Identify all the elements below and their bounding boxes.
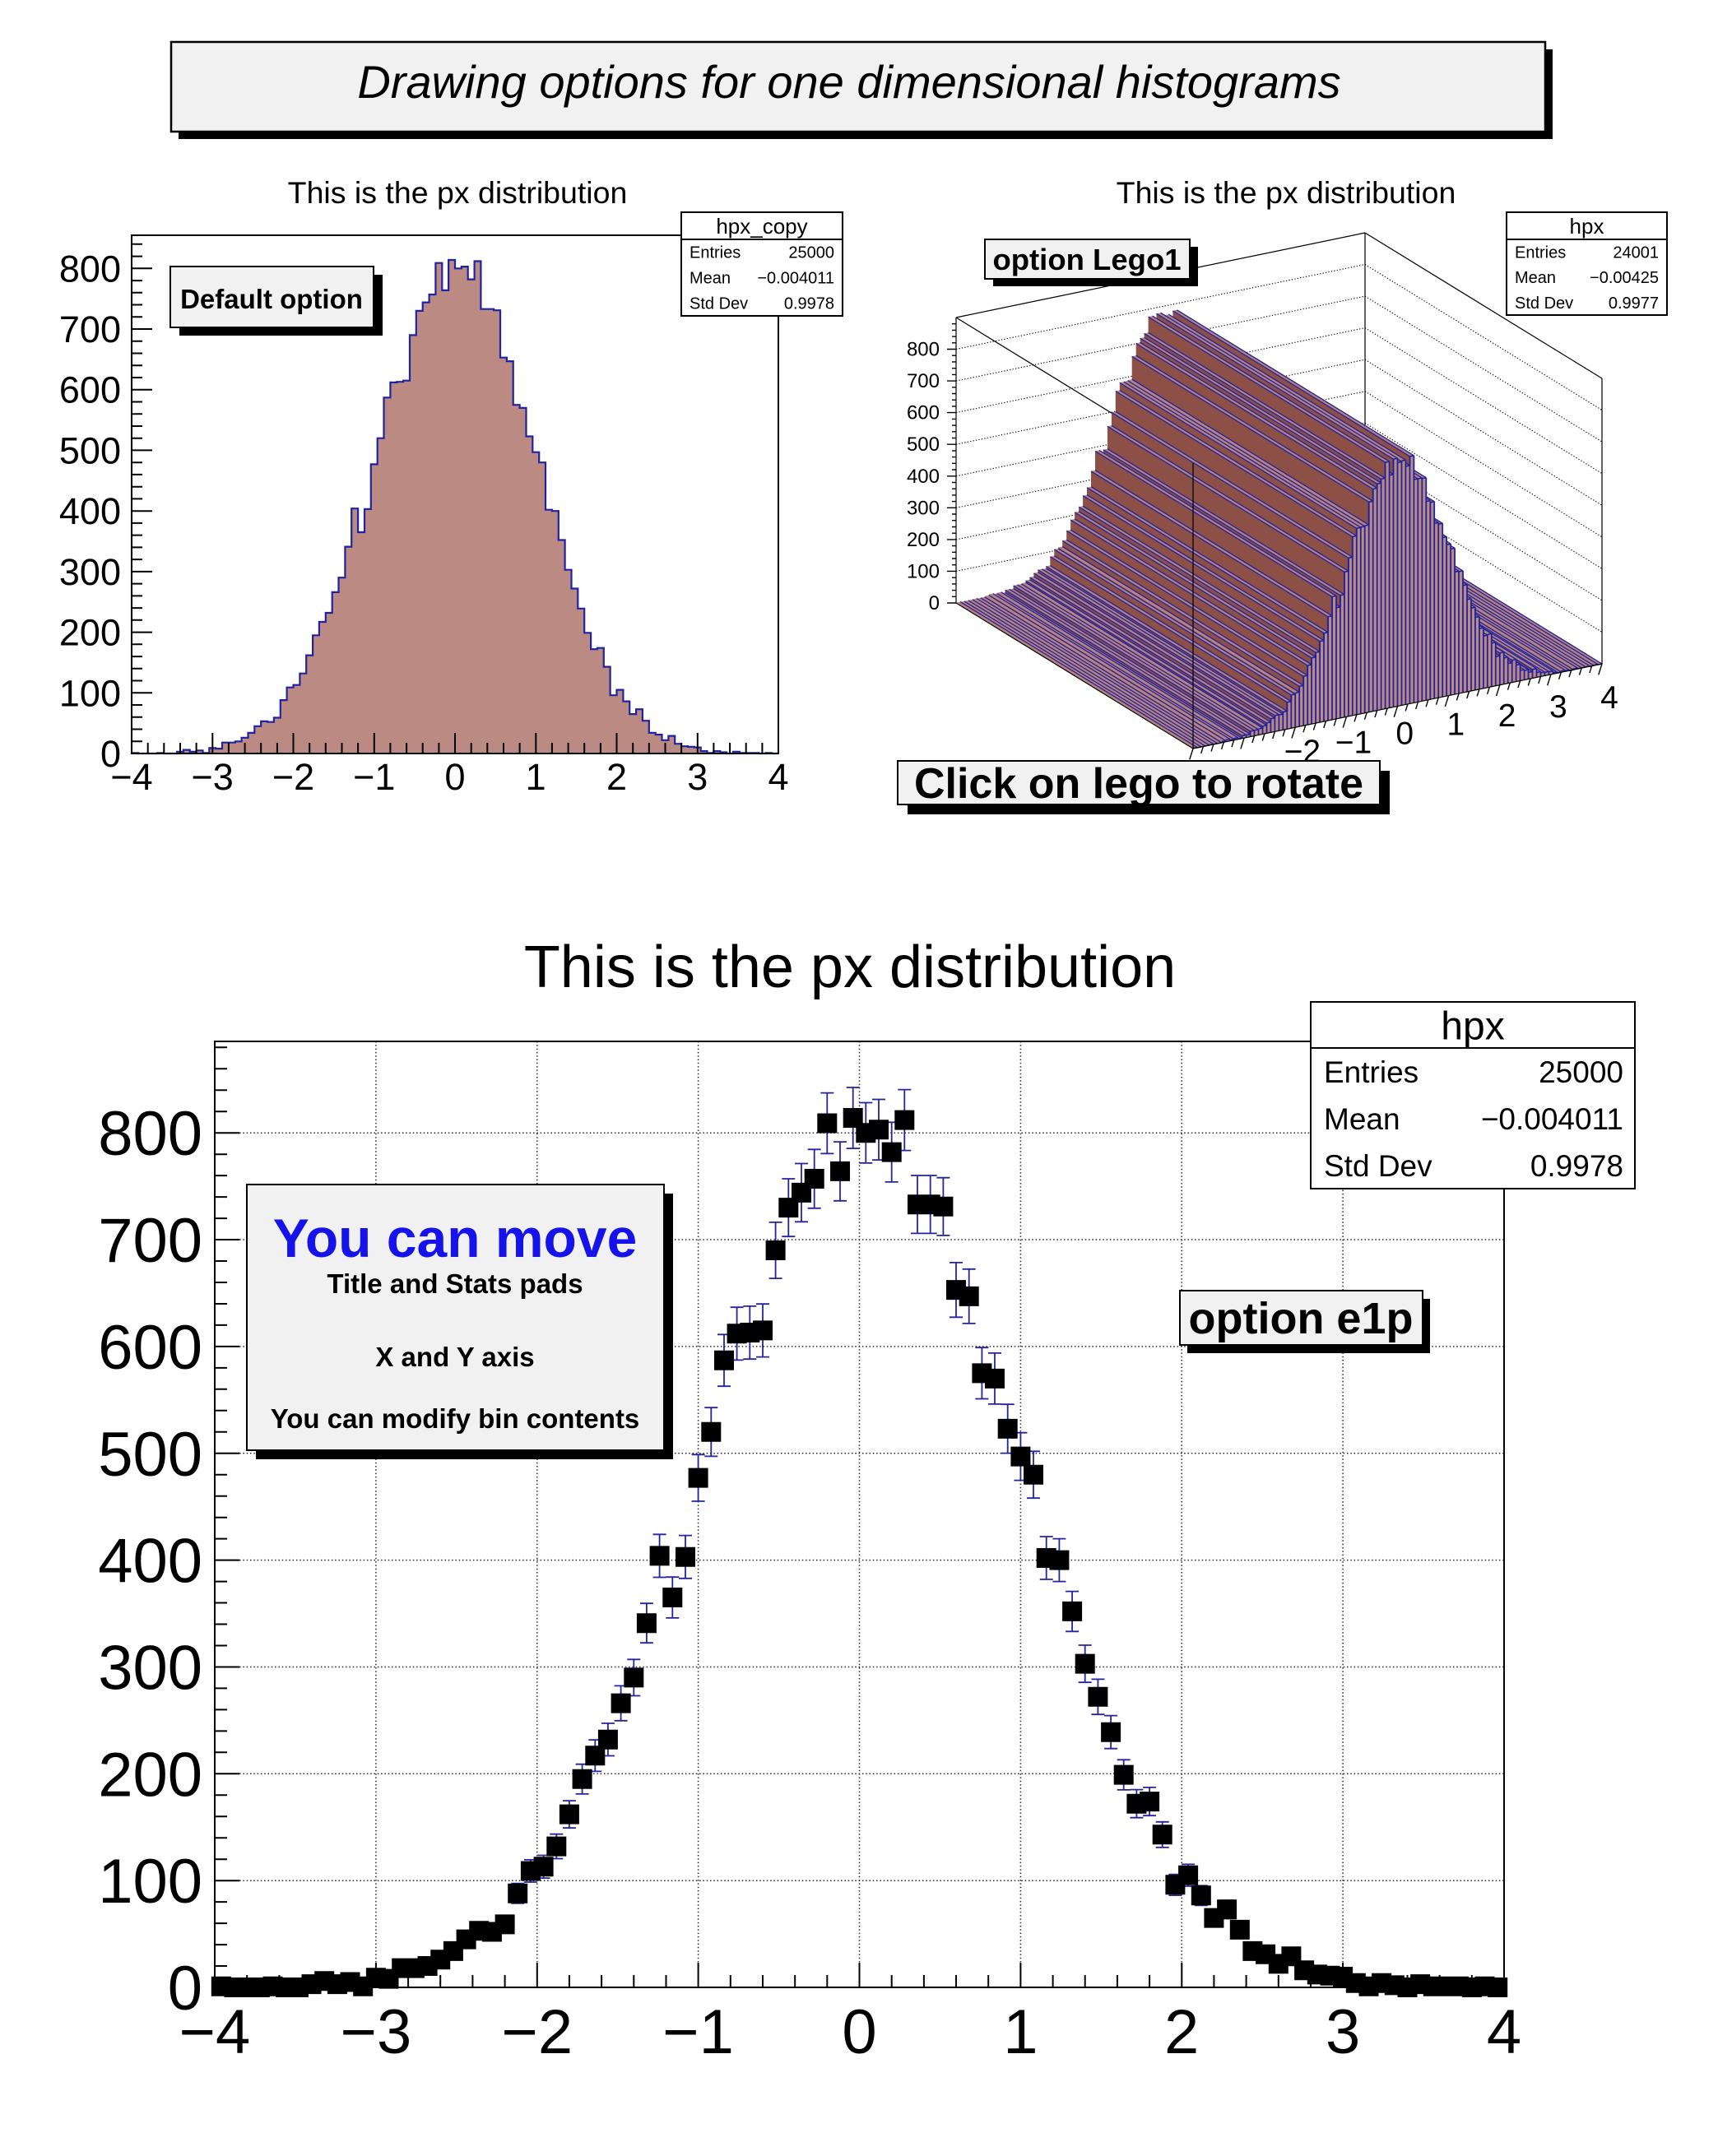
svg-text:800: 800 [98, 1099, 202, 1169]
svg-text:You can move: You can move [273, 1208, 638, 1268]
svg-text:2: 2 [1498, 698, 1516, 734]
svg-text:200: 200 [59, 612, 121, 654]
svg-text:This is the px distribution: This is the px distribution [288, 175, 628, 210]
svg-text:24001: 24001 [1613, 244, 1659, 262]
svg-text:0: 0 [444, 756, 465, 798]
svg-text:This is the px distribution: This is the px distribution [1117, 175, 1456, 210]
svg-text:Drawing options for one dimens: Drawing options for one dimensional hist… [357, 56, 1340, 108]
svg-text:Std Dev: Std Dev [1324, 1149, 1432, 1183]
svg-text:Entries: Entries [690, 244, 741, 262]
svg-text:100: 100 [98, 1847, 202, 1917]
svg-text:700: 700 [907, 370, 940, 392]
svg-text:0.9977: 0.9977 [1609, 294, 1659, 313]
svg-text:hpx: hpx [1441, 1004, 1504, 1048]
svg-text:400: 400 [907, 466, 940, 488]
svg-text:200: 200 [98, 1740, 202, 1810]
svg-text:This is the px distribution: This is the px distribution [524, 934, 1176, 1000]
svg-text:600: 600 [98, 1313, 202, 1383]
svg-text:600: 600 [907, 402, 940, 424]
svg-text:Mean: Mean [1515, 269, 1556, 287]
svg-text:−1: −1 [662, 1997, 734, 2067]
svg-text:700: 700 [98, 1206, 202, 1276]
svg-text:600: 600 [59, 369, 121, 411]
svg-text:Entries: Entries [1515, 244, 1566, 262]
svg-text:1: 1 [1447, 707, 1465, 743]
svg-text:25000: 25000 [788, 244, 834, 262]
svg-text:0: 0 [168, 1954, 202, 2024]
svg-text:Mean: Mean [690, 270, 731, 288]
svg-text:0: 0 [842, 1997, 876, 2067]
svg-text:option Lego1: option Lego1 [992, 243, 1181, 276]
svg-text:Std Dev: Std Dev [1515, 294, 1573, 313]
svg-text:4: 4 [768, 756, 788, 798]
svg-text:hpx_copy: hpx_copy [716, 214, 807, 239]
svg-text:−0.004011: −0.004011 [757, 270, 834, 288]
svg-text:0: 0 [929, 592, 940, 614]
svg-text:0: 0 [1395, 716, 1414, 752]
svg-text:−3: −3 [192, 756, 234, 798]
svg-text:Std Dev: Std Dev [690, 295, 748, 313]
svg-text:−2: −2 [272, 756, 314, 798]
svg-text:0: 0 [100, 733, 121, 775]
svg-text:200: 200 [907, 529, 940, 551]
svg-text:400: 400 [98, 1527, 202, 1597]
svg-text:−0.00425: −0.00425 [1590, 269, 1659, 287]
svg-text:2: 2 [1164, 1997, 1199, 2067]
svg-text:500: 500 [907, 434, 940, 456]
svg-text:Entries: Entries [1324, 1055, 1419, 1089]
svg-text:1: 1 [1003, 1997, 1038, 2067]
svg-text:−4: −4 [179, 1997, 251, 2067]
svg-text:4: 4 [1600, 680, 1618, 716]
svg-text:25000: 25000 [1539, 1055, 1623, 1089]
svg-text:−0.004011: −0.004011 [1481, 1102, 1623, 1136]
svg-text:2: 2 [606, 756, 627, 798]
svg-text:800: 800 [59, 248, 121, 290]
svg-text:800: 800 [907, 339, 940, 361]
svg-text:300: 300 [98, 1633, 202, 1703]
svg-text:4: 4 [1487, 1997, 1521, 2067]
svg-text:3: 3 [1549, 689, 1567, 725]
svg-text:0.9978: 0.9978 [1530, 1149, 1623, 1183]
svg-text:100: 100 [59, 672, 121, 714]
svg-text:−3: −3 [341, 1997, 412, 2067]
svg-text:Click on lego to rotate: Click on lego to rotate [914, 760, 1363, 808]
svg-text:500: 500 [98, 1420, 202, 1490]
svg-text:Default option: Default option [180, 284, 363, 314]
svg-text:option e1p: option e1p [1189, 1294, 1414, 1343]
svg-text:−1: −1 [353, 756, 395, 798]
svg-text:400: 400 [59, 490, 121, 532]
svg-text:−4: −4 [110, 756, 152, 798]
svg-text:1: 1 [526, 756, 546, 798]
svg-text:X and Y axis: X and Y axis [375, 1342, 534, 1372]
svg-text:You can modify bin contents: You can modify bin contents [271, 1403, 640, 1434]
svg-text:−2: −2 [501, 1997, 573, 2067]
svg-text:Mean: Mean [1324, 1102, 1400, 1136]
svg-text:300: 300 [907, 497, 940, 519]
svg-text:300: 300 [59, 551, 121, 593]
svg-text:100: 100 [907, 560, 940, 582]
svg-text:3: 3 [1326, 1997, 1360, 2067]
svg-text:Title and Stats pads: Title and Stats pads [327, 1268, 583, 1299]
svg-text:3: 3 [687, 756, 708, 798]
svg-text:−1: −1 [1335, 726, 1372, 761]
svg-text:0.9978: 0.9978 [784, 295, 834, 313]
svg-text:700: 700 [59, 308, 121, 350]
svg-text:500: 500 [59, 429, 121, 471]
svg-text:hpx: hpx [1570, 214, 1604, 239]
